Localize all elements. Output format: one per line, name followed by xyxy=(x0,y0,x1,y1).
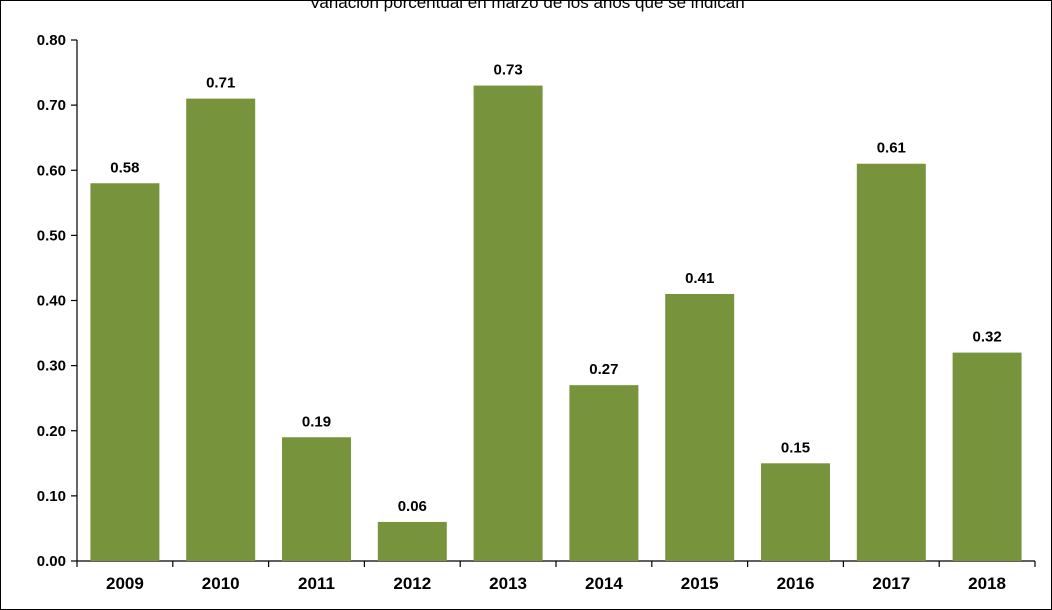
data-label-2018: 0.32 xyxy=(972,329,1001,346)
bar-2016 xyxy=(761,463,830,561)
y-tick-label: 0.20 xyxy=(37,423,66,440)
y-tick-label: 0.80 xyxy=(37,32,66,49)
bar-2014 xyxy=(569,385,639,561)
x-tick-label: 2010 xyxy=(202,574,240,593)
x-axis: 2009 2010 2011 2012 2013 2014 2015 2016 2017 2018 xyxy=(76,560,1036,593)
y-tick-label: 0.40 xyxy=(37,293,66,310)
data-label-2010: 0.71 xyxy=(206,75,235,92)
y-tick-label: 0.70 xyxy=(37,97,66,114)
data-label-2016: 0.15 xyxy=(781,439,810,456)
y-tick-label: 0.30 xyxy=(37,358,66,375)
x-tick-label: 2016 xyxy=(777,574,815,593)
data-labels: 0.58 0.71 0.19 0.06 0.73 0.27 0.41 0.15 0.61 0.32 xyxy=(110,62,1001,515)
bar-2009 xyxy=(90,183,160,561)
data-label-2011: 0.19 xyxy=(302,413,331,430)
x-tick-label: 2015 xyxy=(681,574,719,593)
chart-title: Variación porcentual en marzo de los año… xyxy=(309,0,745,12)
bar-2017 xyxy=(856,163,926,562)
x-tick-label: 2014 xyxy=(585,574,623,593)
y-tick-label: 0.60 xyxy=(37,162,66,179)
x-tick-label: 2017 xyxy=(872,574,910,593)
x-tick-label: 2013 xyxy=(489,574,527,593)
bar-2010 xyxy=(186,98,256,562)
bar-2011 xyxy=(282,437,351,561)
y-tick-label: 0.50 xyxy=(37,227,66,244)
data-label-2017: 0.61 xyxy=(877,140,906,157)
x-tick-label: 2009 xyxy=(106,574,144,593)
data-label-2014: 0.27 xyxy=(589,361,618,378)
bar-2015 xyxy=(665,293,735,561)
data-label-2012: 0.06 xyxy=(398,498,427,515)
bar-2012 xyxy=(377,521,447,561)
y-axis: 0.00 0.10 0.20 0.30 0.40 0.50 0.60 0.70 0.80 xyxy=(37,32,78,570)
x-tick-label: 2012 xyxy=(393,574,431,593)
bar-2018 xyxy=(952,352,1022,561)
y-tick-label: 0.00 xyxy=(37,553,66,570)
x-tick-label: 2018 xyxy=(968,574,1006,593)
x-tick-label: 2011 xyxy=(298,574,335,593)
bar-2013 xyxy=(473,85,543,562)
y-tick-label: 0.10 xyxy=(37,488,66,505)
bars xyxy=(90,85,1022,562)
data-label-2009: 0.58 xyxy=(110,159,139,176)
data-label-2013: 0.73 xyxy=(493,62,522,79)
data-label-2015: 0.41 xyxy=(685,270,714,287)
